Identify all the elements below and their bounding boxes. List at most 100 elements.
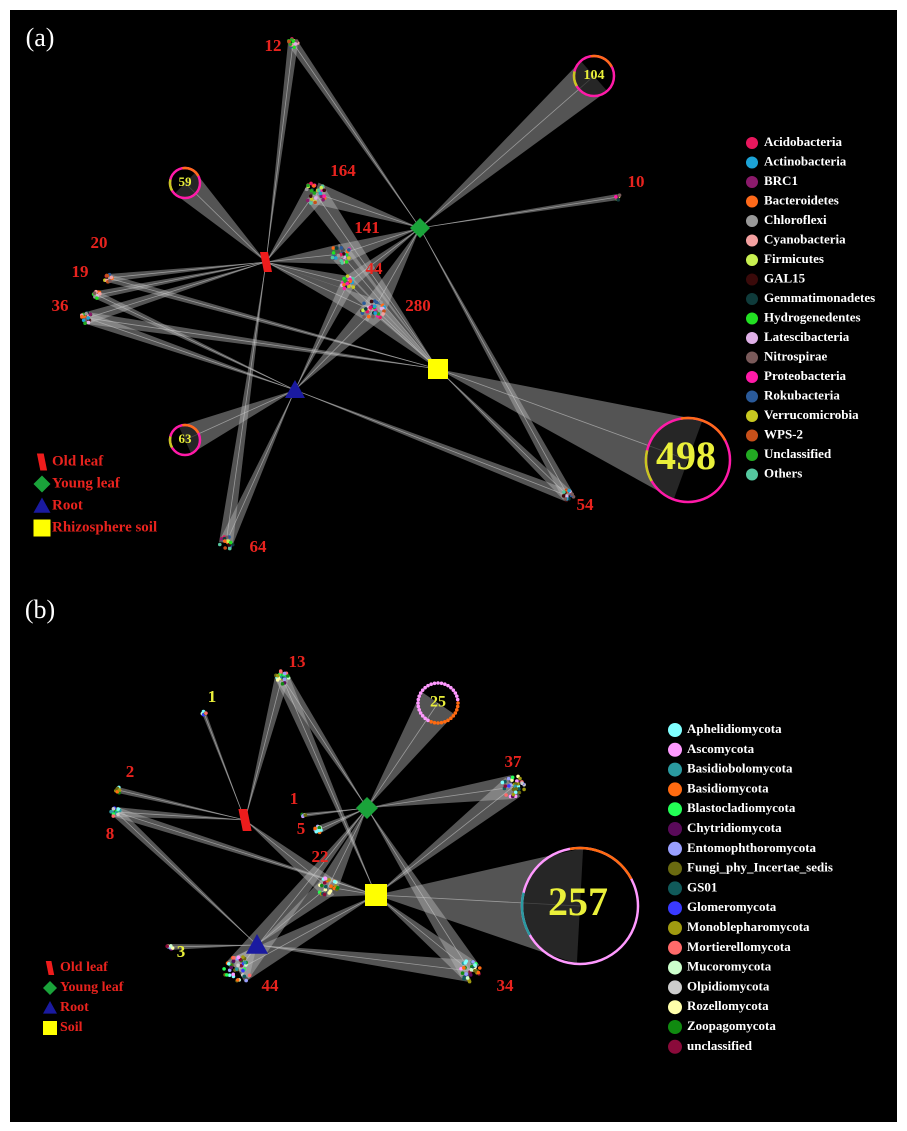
node-dot <box>463 961 468 965</box>
legend-swatch <box>668 742 682 757</box>
node-dot <box>323 876 327 880</box>
node-dot <box>226 961 231 966</box>
node-dot <box>342 282 346 287</box>
legend-swatch <box>746 254 758 266</box>
legend-swatch <box>746 215 758 227</box>
node-dot <box>314 196 318 200</box>
node-dot <box>324 884 328 889</box>
legend-swatch <box>746 156 758 169</box>
node-dot <box>379 300 383 305</box>
edge <box>265 42 294 263</box>
edge <box>265 261 349 284</box>
module-ring-part <box>644 416 732 504</box>
node-dot <box>506 776 511 781</box>
node-dot <box>417 694 422 698</box>
edge <box>292 42 421 229</box>
edge-bundle <box>316 808 367 834</box>
node-dot <box>520 781 524 786</box>
module-ring-part <box>168 166 202 200</box>
node-dot <box>312 191 317 195</box>
node-dot <box>429 682 433 687</box>
node-dot <box>309 188 314 193</box>
node-dot <box>282 677 287 682</box>
node-dot <box>236 963 240 968</box>
node-dot <box>513 790 518 794</box>
node-dot <box>111 814 116 818</box>
node-dot <box>275 678 280 682</box>
edge-bundle <box>295 279 355 390</box>
hub-legend-marker <box>33 519 51 537</box>
module-size-label: 20 <box>91 233 108 252</box>
node-dot <box>287 39 291 44</box>
node-dot <box>303 813 308 817</box>
edge <box>347 282 439 370</box>
node-dot <box>563 497 568 501</box>
legend-swatch <box>746 390 758 403</box>
node-dot <box>336 253 341 258</box>
node-dot <box>454 694 459 698</box>
edge <box>203 712 246 821</box>
node-dot <box>467 979 472 984</box>
module-size-label: 5 <box>297 819 306 838</box>
node-dot <box>382 309 386 313</box>
node-dot <box>468 973 473 977</box>
node-dot <box>416 701 420 705</box>
edge-bundle <box>311 182 420 228</box>
module-ring-part <box>168 423 202 457</box>
module-size-label: 44 <box>366 259 384 278</box>
node-dot <box>275 673 280 678</box>
node-dot <box>242 974 247 979</box>
edge-bundle <box>106 274 439 369</box>
node-dot <box>416 697 421 702</box>
legend-label: Hydrogenedentes <box>764 309 861 324</box>
node-dot <box>348 279 353 284</box>
node-dot <box>111 806 116 811</box>
legend-label: Firmicutes <box>764 251 824 266</box>
background <box>10 10 897 1122</box>
node-dot <box>361 308 365 313</box>
node-dot <box>517 790 522 795</box>
node-dot <box>319 194 323 199</box>
module-size-label: 3 <box>177 942 186 961</box>
hub-node <box>356 797 378 819</box>
hub-legend-label: Root <box>60 1000 89 1015</box>
node-dot <box>108 279 112 283</box>
legend-label: Aphelidiomycota <box>687 721 782 736</box>
node-dot <box>465 976 470 980</box>
module-size-label: 1 <box>290 789 299 808</box>
node-dot <box>224 973 229 977</box>
node-dot <box>236 955 241 960</box>
edge-bundle <box>227 808 367 979</box>
module-size-label: 10 <box>628 172 645 191</box>
edge-bundle <box>266 262 378 322</box>
edge <box>265 192 316 263</box>
edge-bundle <box>95 291 295 390</box>
node-dot <box>373 311 378 315</box>
edge <box>86 261 267 319</box>
node-dot <box>459 967 463 971</box>
edge-bundle <box>219 390 295 546</box>
panel-label: (a) <box>26 23 55 52</box>
module-size-label: 37 <box>505 752 523 771</box>
module-ring-part <box>520 846 640 966</box>
edge-bundle <box>85 312 295 390</box>
module-size-label: 36 <box>52 296 69 315</box>
node-dot <box>473 963 477 967</box>
hub-legend-marker <box>33 497 51 513</box>
node-dot <box>317 826 322 830</box>
edge <box>366 807 471 972</box>
node-dot <box>439 720 444 725</box>
node-dot <box>97 292 102 296</box>
node-dot <box>95 296 99 300</box>
legend-swatch <box>668 901 682 916</box>
node-dot <box>351 285 356 289</box>
legend-label: Latescibacteria <box>764 329 850 344</box>
node-dot <box>446 718 450 723</box>
legend-swatch <box>746 312 758 325</box>
module-size-label: 164 <box>330 161 356 180</box>
edge <box>184 182 267 263</box>
node-dot <box>243 960 247 965</box>
node-dot <box>368 305 373 310</box>
legend-label: Ascomycota <box>687 741 755 756</box>
legend-label: Fungi_phy_Incertae_sedis <box>687 860 833 875</box>
